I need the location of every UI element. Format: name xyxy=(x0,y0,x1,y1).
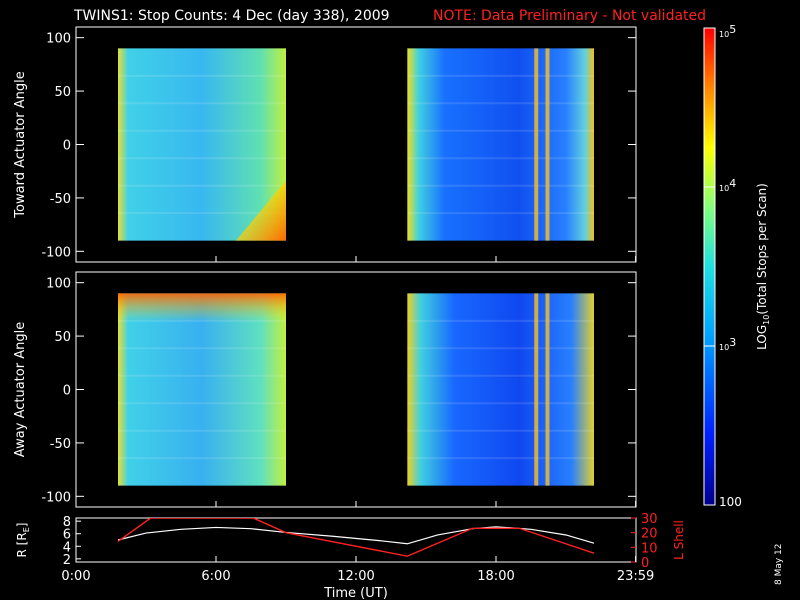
orbit-series-lshell xyxy=(117,518,595,557)
colorbar-tick-label: 103 xyxy=(719,336,736,352)
orbit-xtick-label: 6:00 xyxy=(201,569,230,584)
colorbar-tick-label: 104 xyxy=(719,177,736,193)
colorbar-label: LOG10(Total Stops per Scan) xyxy=(755,183,771,350)
orbit-panel-frame xyxy=(75,517,637,563)
heatmap-away-ytick-label: -50 xyxy=(50,437,71,452)
heatmap-away-block-1 xyxy=(118,293,286,486)
orbit-xtick-label: 0:00 xyxy=(61,569,90,584)
heatmap-toward-hot-region xyxy=(236,180,286,241)
heatmap-toward-block-2 xyxy=(407,48,594,241)
orbit-ytick-left-label: 4 xyxy=(63,540,71,555)
orbit-ylabel-right: L Shell xyxy=(672,520,686,560)
heatmap-toward-hot-stripe xyxy=(545,48,550,241)
orbit-xtick-label: 18:00 xyxy=(477,569,514,584)
colorbar-tick-label: 100 xyxy=(719,495,742,509)
orbit-xtick-label: 12:00 xyxy=(337,569,374,584)
heatmap-toward-hot-stripe xyxy=(534,48,539,241)
heatmap-toward-ytick-label: 0 xyxy=(63,139,71,154)
heatmap-toward-ytick-label: 50 xyxy=(54,85,71,100)
heatmap-away-hot-stripe xyxy=(545,293,550,486)
orbit-ylabel-left: R [RE] xyxy=(15,523,31,558)
heatmap-toward-block-1 xyxy=(118,48,286,241)
colorbar-gradient xyxy=(703,27,716,506)
heatmap-toward-ytick-label: -100 xyxy=(41,245,71,260)
heatmap-away-ytick-label: 0 xyxy=(63,384,71,399)
heatmap-away-hot-region xyxy=(118,293,286,322)
orbit-ytick-left-label: 2 xyxy=(63,553,71,568)
colorbar-tick-label: 105 xyxy=(719,23,736,39)
chart-title: TWINS1: Stop Counts: 4 Dec (day 338), 20… xyxy=(74,8,390,24)
orbit-ytick-right-label: 10 xyxy=(641,541,658,556)
orbit-xtick-label: 23:59 xyxy=(617,569,654,584)
heatmap-away-ytick-label: -100 xyxy=(41,490,71,505)
generation-date: 8 May 12 xyxy=(774,543,784,585)
orbit-ytick-right-label: 30 xyxy=(641,512,658,527)
heatmap-away-hot-stripe xyxy=(534,293,539,486)
orbit-ytick-left-label: 6 xyxy=(63,528,71,543)
heatmap-away-ytick-label: 100 xyxy=(46,277,71,292)
heatmap-toward-ylabel: Toward Actuator Angle xyxy=(13,71,28,218)
orbit-xlabel: Time (UT) xyxy=(323,586,388,600)
orbit-ytick-left-label: 8 xyxy=(63,515,71,530)
heatmap-toward-ytick-label: 100 xyxy=(46,32,71,47)
heatmap-toward-ytick-label: -50 xyxy=(50,192,71,207)
preliminary-note: NOTE: Data Preliminary - Not validated xyxy=(433,8,707,24)
orbit-ytick-right-label: 0 xyxy=(641,556,649,571)
orbit-ytick-right-label: 20 xyxy=(641,527,658,542)
heatmap-away-ytick-label: 50 xyxy=(54,330,71,345)
heatmap-away-ylabel: Away Actuator Angle xyxy=(13,322,28,457)
heatmap-away-block-2 xyxy=(407,293,594,486)
